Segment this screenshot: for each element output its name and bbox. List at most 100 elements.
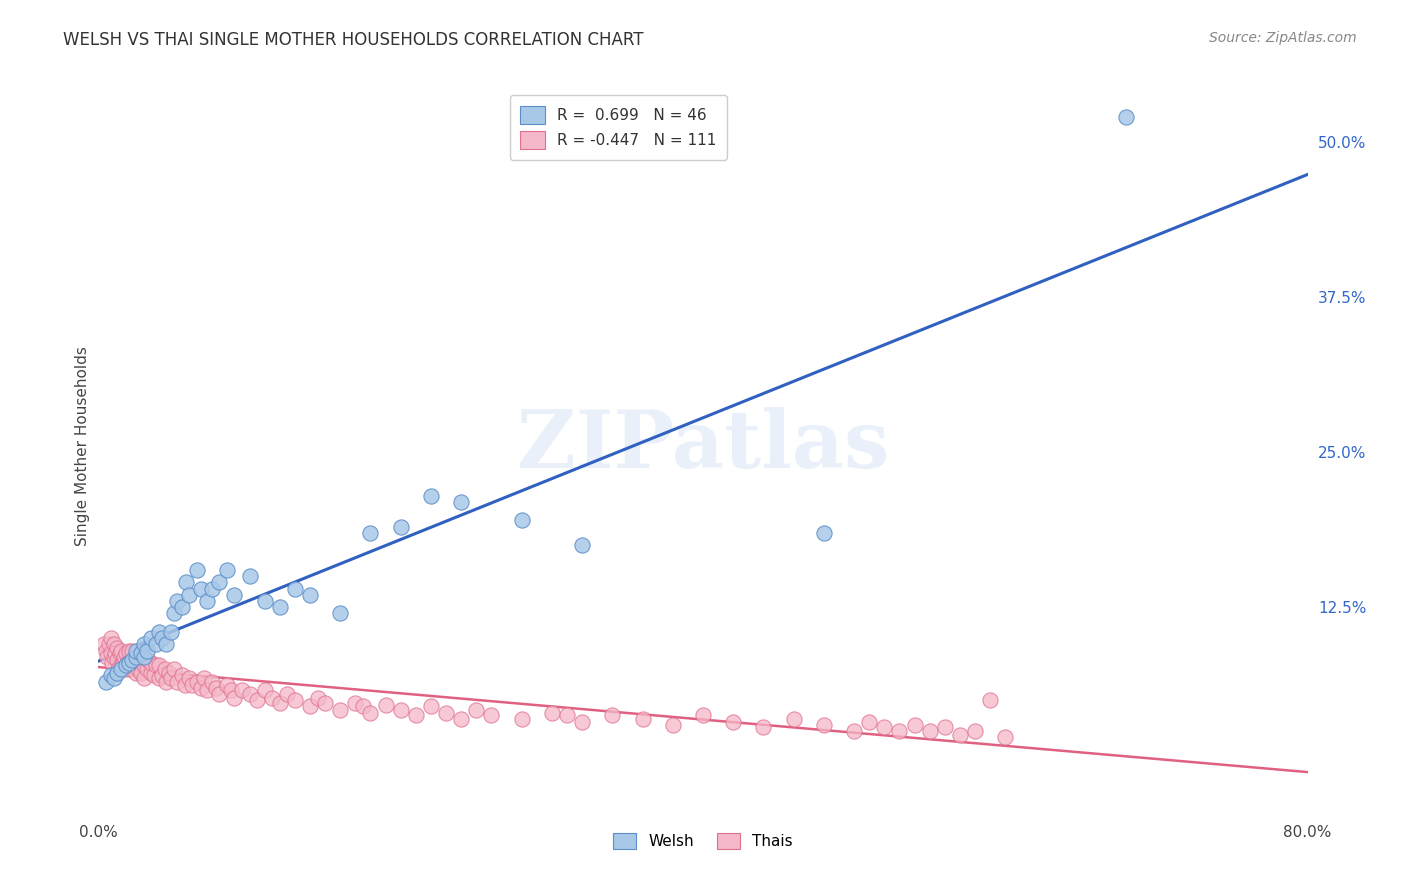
- Point: [125, 653, 148, 667]
- Point: [170, 600, 193, 615]
- Text: ZIPatlas: ZIPatlas: [517, 407, 889, 485]
- Point: [166, 594, 188, 608]
- Point: [420, 489, 443, 503]
- Point: [344, 696, 367, 710]
- Point: [661, 718, 683, 732]
- Point: [101, 656, 124, 670]
- Point: [110, 658, 132, 673]
- Point: [121, 653, 143, 667]
- Point: [179, 671, 201, 685]
- Point: [141, 656, 163, 670]
- Point: [150, 668, 173, 682]
- Point: [246, 693, 269, 707]
- Point: [159, 665, 181, 680]
- Point: [125, 665, 148, 680]
- Point: [215, 678, 238, 692]
- Point: [163, 607, 186, 621]
- Point: [979, 693, 1001, 707]
- Point: [132, 637, 155, 651]
- Point: [420, 699, 443, 714]
- Point: [186, 674, 208, 689]
- Point: [631, 712, 654, 726]
- Point: [360, 525, 382, 540]
- Point: [253, 594, 276, 608]
- Point: [186, 563, 208, 577]
- Point: [129, 665, 152, 680]
- Point: [352, 699, 374, 714]
- Point: [201, 674, 224, 689]
- Point: [129, 649, 152, 664]
- Point: [114, 662, 136, 676]
- Point: [965, 724, 987, 739]
- Point: [129, 646, 152, 660]
- Point: [166, 674, 188, 689]
- Point: [148, 624, 170, 639]
- Point: [135, 643, 157, 657]
- Point: [1115, 111, 1137, 125]
- Point: [94, 643, 117, 657]
- Point: [299, 699, 322, 714]
- Point: [215, 563, 238, 577]
- Point: [195, 594, 218, 608]
- Point: [128, 656, 150, 670]
- Point: [276, 687, 298, 701]
- Point: [269, 696, 291, 710]
- Point: [205, 681, 228, 695]
- Point: [114, 658, 136, 673]
- Point: [163, 662, 186, 676]
- Point: [155, 637, 177, 651]
- Point: [124, 649, 146, 664]
- Point: [105, 653, 128, 667]
- Point: [450, 495, 472, 509]
- Point: [193, 671, 215, 685]
- Point: [450, 712, 472, 726]
- Point: [93, 637, 115, 651]
- Point: [110, 643, 132, 657]
- Point: [108, 646, 131, 660]
- Point: [269, 600, 291, 615]
- Point: [571, 715, 593, 730]
- Point: [160, 624, 183, 639]
- Point: [125, 643, 148, 657]
- Point: [118, 643, 141, 657]
- Point: [299, 588, 322, 602]
- Point: [111, 656, 134, 670]
- Point: [107, 662, 129, 676]
- Point: [114, 646, 136, 660]
- Point: [389, 703, 412, 717]
- Point: [115, 656, 138, 670]
- Point: [858, 715, 880, 730]
- Point: [360, 706, 382, 720]
- Point: [481, 708, 503, 723]
- Point: [389, 519, 412, 533]
- Point: [122, 658, 145, 673]
- Point: [170, 668, 193, 682]
- Point: [752, 720, 775, 734]
- Point: [844, 724, 866, 739]
- Point: [148, 671, 170, 685]
- Point: [118, 656, 141, 670]
- Point: [155, 674, 177, 689]
- Point: [190, 582, 212, 596]
- Point: [602, 708, 624, 723]
- Point: [104, 646, 127, 660]
- Point: [540, 706, 562, 720]
- Point: [120, 662, 142, 676]
- Point: [105, 641, 128, 656]
- Point: [94, 674, 117, 689]
- Point: [723, 715, 745, 730]
- Point: [132, 658, 155, 673]
- Point: [181, 678, 204, 692]
- Point: [105, 665, 128, 680]
- Point: [160, 671, 183, 685]
- Point: [132, 671, 155, 685]
- Point: [692, 708, 714, 723]
- Point: [307, 690, 329, 705]
- Point: [465, 703, 488, 717]
- Point: [253, 683, 276, 698]
- Point: [208, 687, 231, 701]
- Point: [100, 668, 122, 682]
- Point: [143, 668, 166, 682]
- Point: [179, 588, 201, 602]
- Point: [153, 662, 176, 676]
